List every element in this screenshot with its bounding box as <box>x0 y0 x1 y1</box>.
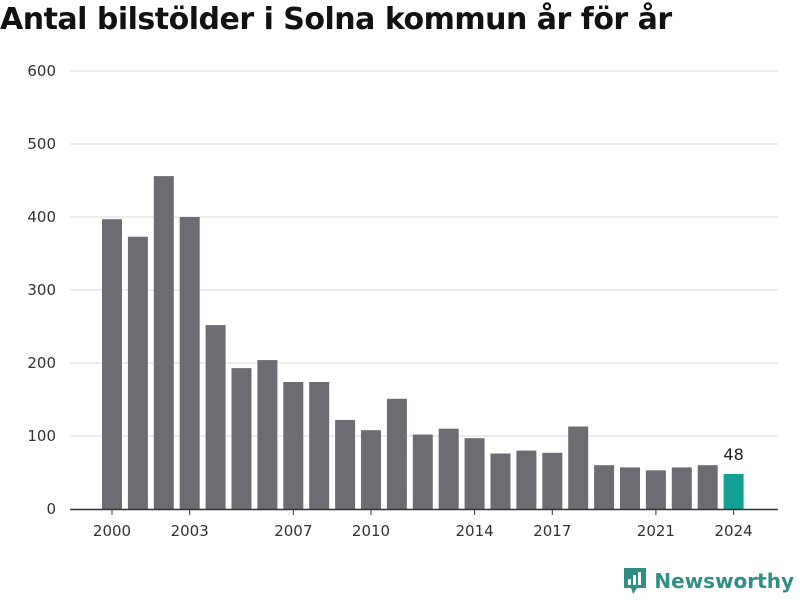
bar-2021 <box>645 470 666 509</box>
bar-2015 <box>490 453 511 509</box>
bar-2022 <box>671 467 692 509</box>
bar-2016 <box>516 450 537 509</box>
bar-2011 <box>386 398 407 509</box>
x-tick-label: 2003 <box>171 522 209 540</box>
bar-2018 <box>568 426 589 509</box>
bar-2019 <box>594 465 615 509</box>
newsworthy-logo-icon <box>624 568 647 594</box>
bar-2001 <box>127 236 148 509</box>
bar-2006 <box>257 360 278 509</box>
brand-logo: Newsworthy <box>622 566 794 596</box>
x-tick-label: 2024 <box>715 522 753 540</box>
x-tick-label: 2014 <box>456 522 494 540</box>
bar-2008 <box>309 381 330 509</box>
bar-2004 <box>205 325 226 509</box>
bar-2009 <box>335 419 356 509</box>
brand-name: Newsworthy <box>654 569 794 593</box>
bar-2010 <box>361 430 381 509</box>
x-tick-label: 2021 <box>637 522 675 540</box>
x-tick-label: 2017 <box>533 522 571 540</box>
x-tick-label: 2000 <box>93 522 131 540</box>
bar-2013 <box>438 428 459 509</box>
bar-2005 <box>231 368 252 509</box>
bars <box>102 176 744 509</box>
y-axis-tick-labels: 0 100 200 300 400 500 600 <box>27 62 56 518</box>
data-labels: 48 <box>723 445 743 464</box>
bar-2014 <box>464 438 485 509</box>
y-tick-label: 500 <box>27 135 56 153</box>
bar-2020 <box>620 467 640 509</box>
y-tick-label: 100 <box>27 427 56 445</box>
x-axis-tick-labels: 2000 2003 2007 2010 2014 2017 2021 2024 <box>93 509 753 540</box>
bar-2003 <box>179 217 200 509</box>
bar-2023 <box>697 465 718 509</box>
x-tick-label: 2007 <box>274 522 312 540</box>
y-tick-label: 300 <box>27 281 56 299</box>
x-tick-label: 2010 <box>352 522 390 540</box>
bar-2017 <box>542 452 563 509</box>
bar-2012 <box>412 434 433 509</box>
y-tick-label: 400 <box>27 208 56 226</box>
bar-2024 <box>723 473 744 509</box>
data-label-2024: 48 <box>723 445 743 464</box>
gridlines <box>70 70 778 437</box>
chart-title: Antal bilstölder i Solna kommun år för å… <box>0 2 672 37</box>
bar-2000 <box>102 219 122 509</box>
y-tick-label: 0 <box>46 500 56 518</box>
bar-2007 <box>283 381 304 509</box>
y-tick-label: 600 <box>27 62 56 80</box>
y-tick-label: 200 <box>27 354 56 372</box>
bar-2002 <box>153 176 174 509</box>
